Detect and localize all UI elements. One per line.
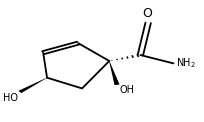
Text: NH$_2$: NH$_2$ (176, 56, 196, 70)
Polygon shape (109, 61, 120, 85)
Polygon shape (18, 78, 47, 93)
Text: OH: OH (119, 85, 134, 95)
Text: HO: HO (3, 93, 18, 103)
Text: O: O (142, 7, 152, 20)
